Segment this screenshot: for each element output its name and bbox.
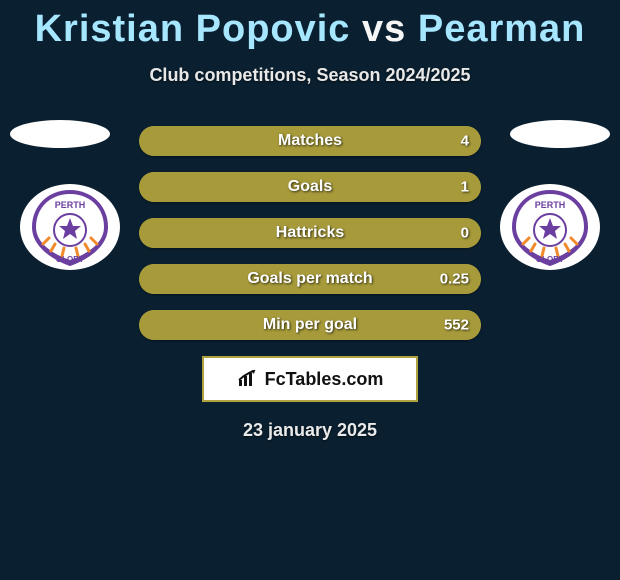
stat-label: Hattricks xyxy=(276,224,344,242)
vs-text: vs xyxy=(362,8,406,50)
chart-icon xyxy=(237,370,259,388)
stat-value-right: 0.25 xyxy=(440,271,469,288)
stat-value-right: 0 xyxy=(461,225,469,242)
player1-name-badge xyxy=(10,120,110,148)
stat-value-right: 1 xyxy=(461,179,469,196)
player1-name: Kristian Popovic xyxy=(35,8,351,50)
stat-row: Goals 1 xyxy=(139,172,481,202)
subtitle: Club competitions, Season 2024/2025 xyxy=(0,65,620,86)
stat-label: Goals per match xyxy=(247,270,372,288)
stat-value-right: 552 xyxy=(444,317,469,334)
player2-name: Pearman xyxy=(418,8,586,50)
player1-club-badge xyxy=(20,184,120,270)
brand-box[interactable]: FcTables.com xyxy=(202,356,418,402)
stat-value-right: 4 xyxy=(461,133,469,150)
stat-label: Min per goal xyxy=(263,316,357,334)
player2-name-badge xyxy=(510,120,610,148)
stat-row: Goals per match 0.25 xyxy=(139,264,481,294)
stat-rows: Matches 4 Goals 1 Hattricks 0 Goals per match 0… xyxy=(139,126,481,340)
player2-club-badge xyxy=(500,184,600,270)
stat-label: Matches xyxy=(278,132,342,150)
stats-area: Matches 4 Goals 1 Hattricks 0 Goals per match 0… xyxy=(0,126,620,441)
stat-label: Goals xyxy=(288,178,332,196)
stat-row: Matches 4 xyxy=(139,126,481,156)
stat-row: Hattricks 0 xyxy=(139,218,481,248)
brand-text: FcTables.com xyxy=(265,369,384,390)
page-title: Kristian Popovic vs Pearman xyxy=(0,0,620,51)
date-text: 23 january 2025 xyxy=(0,420,620,441)
stat-row: Min per goal 552 xyxy=(139,310,481,340)
